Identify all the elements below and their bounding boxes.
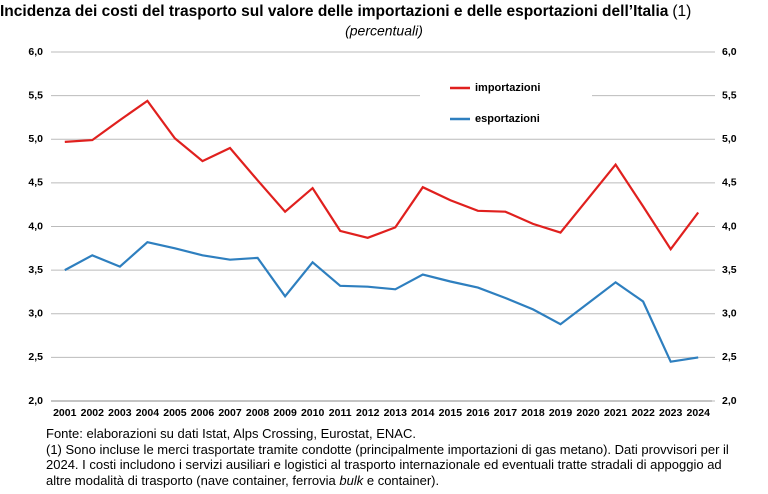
x-tick-label: 2004 xyxy=(136,407,160,419)
footnote: (1) Sono incluse le merci trasportate tr… xyxy=(46,442,746,489)
y-tick-label: 3,5 xyxy=(28,264,43,276)
y-tick-label: 5,5 xyxy=(28,89,43,101)
chart: Incidenza dei costi del trasporto sul va… xyxy=(0,3,737,419)
x-tick-label: 2019 xyxy=(549,407,573,419)
y-tick-label: 5,0 xyxy=(28,133,43,145)
x-tick-label: 2022 xyxy=(631,407,655,419)
legend-box xyxy=(420,72,592,134)
x-tick-label: 2008 xyxy=(246,407,270,419)
data-line xyxy=(64,241,699,363)
y2-tick-label: 3,5 xyxy=(722,264,737,276)
legend: importazioni esportazioni xyxy=(420,72,592,134)
x-tick-label: 2001 xyxy=(53,407,77,419)
x-tick-label: 2014 xyxy=(411,407,435,419)
x-tick-label: 2013 xyxy=(384,407,408,419)
x-tick-label: 2017 xyxy=(494,407,518,419)
footnote-italic: bulk xyxy=(339,472,364,488)
x-tick-label: 2010 xyxy=(301,407,325,419)
x-tick-label: 2018 xyxy=(521,407,545,419)
x-tick-label: 2011 xyxy=(329,407,352,419)
x-tick-label: 2015 xyxy=(439,407,463,419)
title-note: (1) xyxy=(672,3,691,20)
chart-subtitle: (percentuali) xyxy=(345,23,423,39)
x-tick-label: 2024 xyxy=(687,407,711,419)
legend-label: importazioni xyxy=(475,82,540,94)
y2-tick-label: 2,0 xyxy=(722,395,737,407)
footnote-text: (1) Sono incluse le merci trasportate tr… xyxy=(46,441,729,488)
x-tick-label: 2023 xyxy=(659,407,683,419)
footnote-text: e container). xyxy=(363,472,440,488)
notes: Fonte: elaborazioni su dati Istat, Alps … xyxy=(46,426,746,488)
y2-tick-label: 4,0 xyxy=(722,220,737,232)
y2-tick-label: 5,0 xyxy=(722,133,737,145)
y-tick-label: 6,0 xyxy=(28,46,43,58)
y-tick-label: 2,5 xyxy=(28,351,43,363)
x-tick-label: 2012 xyxy=(356,407,380,419)
y2-tick-label: 4,5 xyxy=(722,177,737,189)
y2-tick-label: 2,5 xyxy=(722,351,737,363)
y-tick-label: 2,0 xyxy=(28,395,43,407)
x-tick-label: 2005 xyxy=(163,407,187,419)
x-tick-label: 2006 xyxy=(191,407,215,419)
chart-title: Incidenza dei costi del trasporto sul va… xyxy=(0,3,691,20)
x-tick-label: 2021 xyxy=(604,407,628,419)
legend-label: esportazioni xyxy=(475,113,540,125)
y-tick-label: 4,5 xyxy=(28,177,43,189)
x-tick-label: 2020 xyxy=(576,407,600,419)
x-tick-label: 2016 xyxy=(466,407,490,419)
x-tick-label: 2009 xyxy=(273,407,297,419)
x-tick-label: 2002 xyxy=(81,407,105,419)
data-line xyxy=(64,99,700,252)
y-tick-label: 4,0 xyxy=(28,220,43,232)
x-tick-label: 2007 xyxy=(218,407,242,419)
y2-tick-label: 3,0 xyxy=(722,308,737,320)
y2-tick-label: 5,5 xyxy=(722,89,737,101)
x-tick-label: 2003 xyxy=(108,407,132,419)
y-tick-label: 3,0 xyxy=(28,308,43,320)
source: Fonte: elaborazioni su dati Istat, Alps … xyxy=(46,426,416,441)
title-text: Incidenza dei costi del trasporto sul va… xyxy=(0,3,669,20)
y2-tick-label: 6,0 xyxy=(722,46,737,58)
